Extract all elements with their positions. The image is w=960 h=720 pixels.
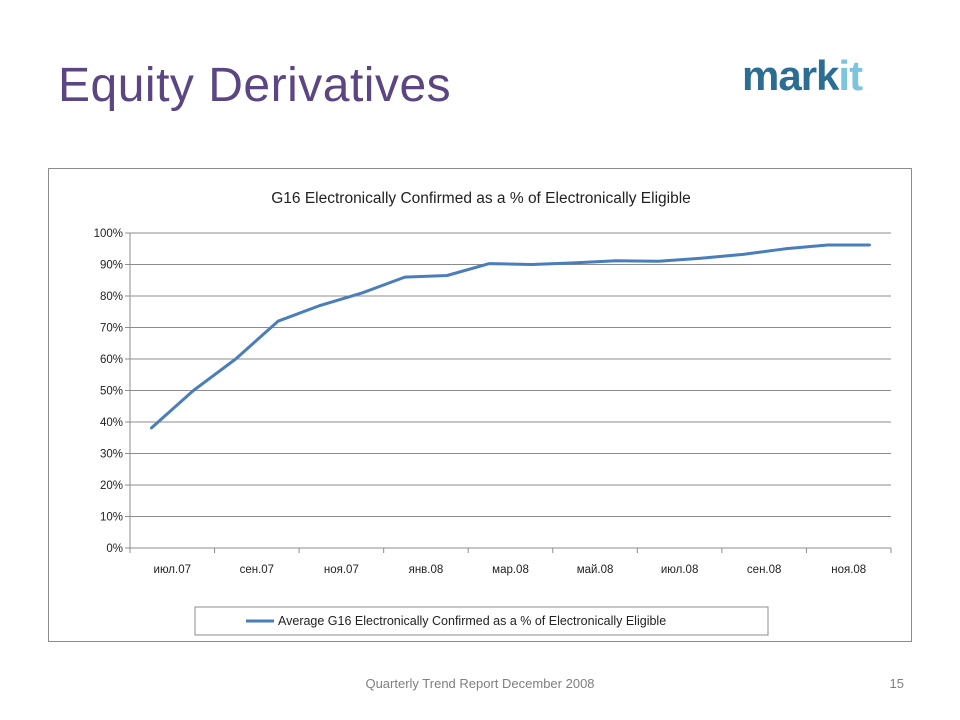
series-line	[150, 243, 870, 430]
data-point	[572, 261, 576, 265]
y-tick-label: 100%	[94, 228, 123, 240]
data-point	[361, 291, 364, 295]
data-point	[488, 262, 491, 265]
line-chart: G16 Electronically Confirmed as a % of E…	[94, 190, 892, 636]
legend-box	[194, 606, 769, 636]
data-point	[149, 427, 153, 430]
page-number: 15	[889, 676, 904, 691]
x-tick-label: янв.08	[409, 564, 444, 576]
y-tick-label: 20%	[100, 480, 123, 492]
x-tick-label: ноя.07	[324, 564, 359, 576]
gridlines	[130, 232, 891, 517]
x-tick-label: сен.07	[240, 564, 274, 576]
data-point	[234, 357, 237, 361]
data-point	[741, 253, 745, 256]
axes: 0% 10% 20% 30% 40% 50% 60% 70% 80% 90% 100% июл.07 с…	[94, 228, 892, 576]
data-point	[868, 243, 872, 247]
y-tick-label: 60%	[100, 354, 123, 366]
logo-text-mark: mark	[742, 52, 839, 99]
data-point	[784, 247, 787, 250]
footer-text: Quarterly Trend Report December 2008	[365, 676, 595, 691]
logo-text-it: it	[838, 52, 863, 99]
data-point	[699, 257, 702, 260]
slide-title: Equity Derivatives	[58, 59, 452, 112]
x-tick-label: ноя.08	[831, 564, 866, 576]
data-point	[403, 275, 407, 279]
y-tick-label: 90%	[100, 260, 123, 272]
y-tick-label: 30%	[100, 449, 123, 461]
data-point	[276, 320, 280, 323]
data-point	[319, 304, 322, 307]
data-point	[192, 389, 195, 392]
data-point	[614, 259, 618, 262]
series-layer	[149, 243, 872, 430]
data-point	[530, 263, 533, 266]
chart-title: G16 Electronically Confirmed as a % of E…	[271, 190, 691, 207]
data-point	[826, 243, 829, 247]
y-tick-label: 50%	[100, 386, 123, 398]
chart-container: G16 Electronically Confirmed as a % of E…	[48, 168, 912, 642]
data-point	[657, 260, 660, 263]
x-tick-label: июл.07	[154, 564, 192, 576]
x-tick-label: июл.08	[661, 564, 699, 576]
y-tick-label: 0%	[106, 543, 123, 555]
x-tick-label: мар.08	[492, 564, 529, 576]
y-tick-label: 70%	[100, 323, 123, 335]
y-tick-label: 40%	[100, 417, 123, 429]
y-tick-label: 80%	[100, 291, 123, 303]
x-tick-label: май.08	[577, 564, 614, 576]
y-tick-label: 10%	[100, 512, 123, 524]
x-tick-label: сен.08	[747, 564, 781, 576]
data-point	[445, 274, 449, 277]
legend-label: Average G16 Electronically Confirmed as …	[278, 614, 666, 628]
markit-logo: markit	[742, 52, 863, 100]
chart-legend: Average G16 Electronically Confirmed as …	[194, 606, 769, 636]
